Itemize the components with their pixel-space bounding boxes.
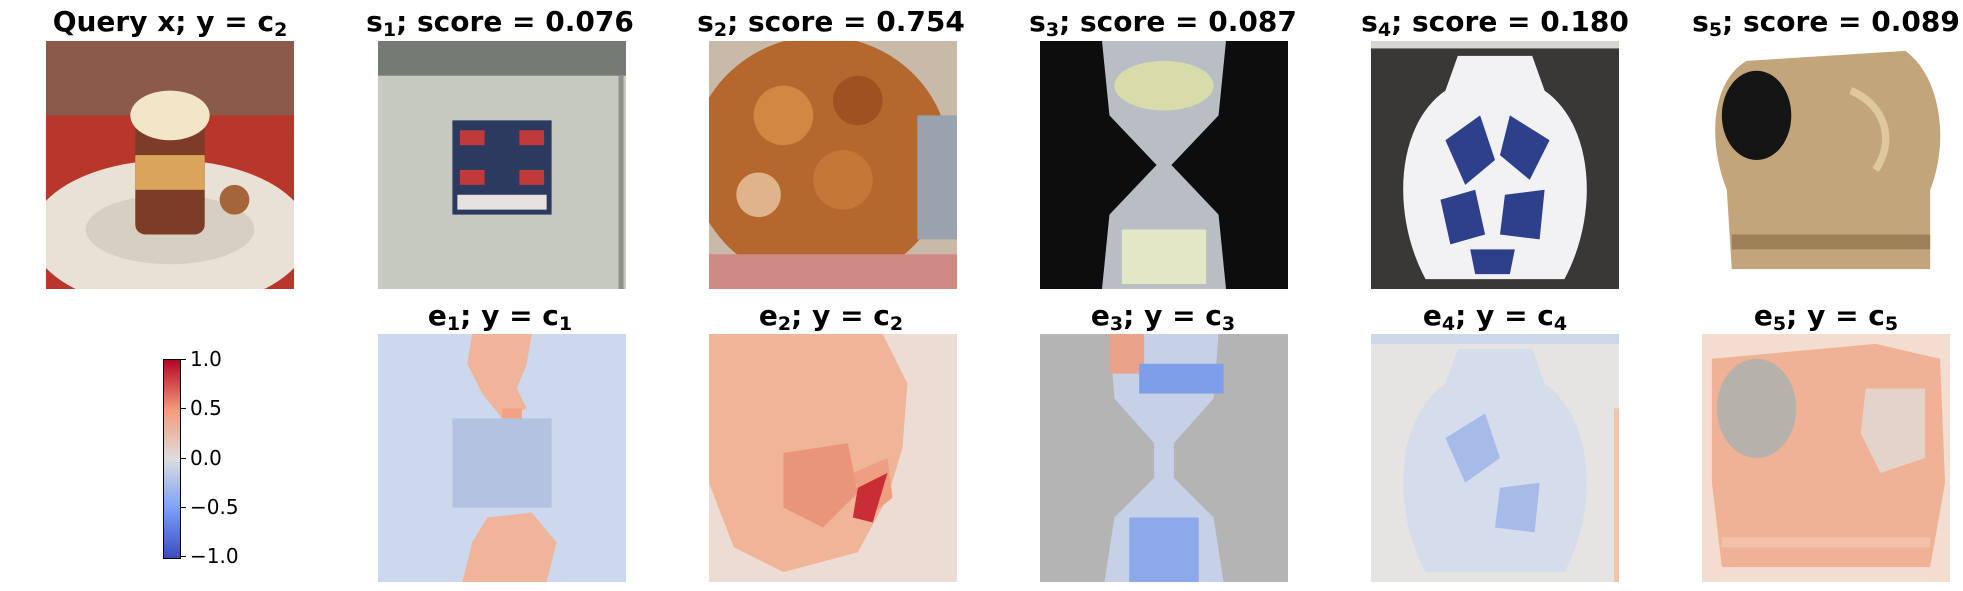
- vase-image: [1371, 41, 1619, 289]
- colorbar-tick: [180, 458, 186, 459]
- colorbar-tick: [180, 556, 186, 557]
- scoreboard-image: [378, 41, 626, 289]
- title-query: Query x; y = c2: [52, 5, 288, 41]
- query-image: [46, 41, 294, 289]
- title-e2: e2; y = c2: [758, 299, 904, 335]
- colorbar: [163, 359, 181, 559]
- title-s2: s2; score = 0.754: [697, 5, 965, 41]
- title-e4: e4; y = c4: [1422, 299, 1568, 335]
- colorbar-tick: [180, 359, 186, 360]
- title-e3: e3; y = c3: [1090, 299, 1236, 335]
- trifle-image: [709, 41, 957, 289]
- explanation-4-heatmap: [1371, 334, 1619, 582]
- title-s5: s5; score = 0.089: [1692, 5, 1960, 41]
- explanation-3-heatmap: [1040, 334, 1288, 582]
- title-s3: s3; score = 0.087: [1029, 5, 1297, 41]
- colorbar-tick-label: −0.5: [190, 495, 239, 519]
- colorbar-tick-label: −1.0: [190, 544, 239, 568]
- armor-image: [1702, 41, 1950, 289]
- title-s1: s1; score = 0.076: [366, 5, 634, 41]
- colorbar-tick-label: 0.0: [190, 446, 222, 470]
- title-e5: e5; y = c5: [1753, 299, 1899, 335]
- explanation-5-heatmap: [1702, 334, 1950, 582]
- title-s4: s4; score = 0.180: [1361, 5, 1629, 41]
- explanation-1-heatmap: [378, 334, 626, 582]
- colorbar-tick-label: 0.5: [190, 396, 222, 420]
- title-e1: e1; y = c1: [427, 299, 573, 335]
- colorbar-tick-label: 1.0: [190, 347, 222, 371]
- colorbar-tick: [180, 507, 186, 508]
- hourglass-image: [1040, 41, 1288, 289]
- colorbar-tick: [180, 408, 186, 409]
- explanation-2-heatmap: [709, 334, 957, 582]
